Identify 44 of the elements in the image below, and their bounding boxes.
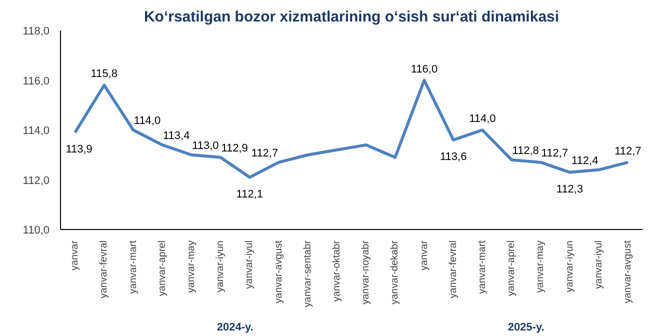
x-tick-label: yanvar-may xyxy=(186,240,197,293)
x-tick-label: yanvar-mart xyxy=(476,240,488,294)
x-tick-label: yanvar xyxy=(70,240,81,271)
data-label: 113,9 xyxy=(66,143,92,156)
x-tick-label: yanvar-iyul xyxy=(593,240,604,289)
y-tick-label: 118,0 xyxy=(22,26,50,38)
data-label: 114,0 xyxy=(134,115,161,127)
x-tick-label: yanvar-iyun xyxy=(215,240,226,292)
data-label: 112,4 xyxy=(571,154,598,167)
data-label: 113,4 xyxy=(162,130,190,142)
x-tick-label: yanvar-sentabr xyxy=(302,240,314,308)
data-label: 112,9 xyxy=(221,142,248,154)
chart-title: Ko‘rsatilgan bozor xizmatlarining o‘sish sur‘ati dinamikasi xyxy=(144,8,560,26)
x-tick-label: yanvar-iyul xyxy=(244,240,256,289)
x-tick-label: yanvar-iyun xyxy=(564,240,576,292)
y-tick-label: 110,0 xyxy=(22,224,50,236)
text: 2025-y. xyxy=(508,322,544,334)
x-tick-label: yanvar-avgust xyxy=(273,240,284,304)
data-label: 112,1 xyxy=(236,188,264,200)
data-label: 112,7 xyxy=(251,147,278,160)
data-label: 112,3 xyxy=(556,183,584,196)
x-tick-label: yanvar-may xyxy=(535,240,546,293)
x-tick-label: yanvar-fevral xyxy=(448,240,459,298)
y-tick-label: 116,0 xyxy=(22,75,50,88)
data-label: 113,6 xyxy=(440,150,467,163)
x-tick-label: yanvar-aprel xyxy=(156,240,168,296)
y-tick-label: 114,0 xyxy=(22,125,50,137)
x-tick-label: yanvar-aprel xyxy=(506,240,518,296)
x-tick-label: yanvar-oktabr xyxy=(331,240,342,302)
y-tick-label: 112,0 xyxy=(22,174,50,187)
x-tick-label: yanvar-fevral xyxy=(98,240,110,298)
x-tick-label: yanvar-avgust xyxy=(622,240,634,304)
data-label: 112,8 xyxy=(512,144,539,157)
data-label: 115,8 xyxy=(90,68,118,80)
data-label: 112,7 xyxy=(614,145,642,158)
x-tick-label: yanvar xyxy=(418,240,430,271)
text: 2024-y. xyxy=(216,322,254,334)
x-tick-label: yanvar-dekabr xyxy=(390,240,401,304)
x-tick-label: yanvar-mart xyxy=(128,240,139,294)
data-label: 113,0 xyxy=(192,140,219,152)
data-label: 114,0 xyxy=(469,113,496,125)
data-label: 116,0 xyxy=(410,63,438,76)
x-tick-label: yanvar-noyabr xyxy=(360,240,372,304)
data-label: 112,7 xyxy=(541,147,568,160)
